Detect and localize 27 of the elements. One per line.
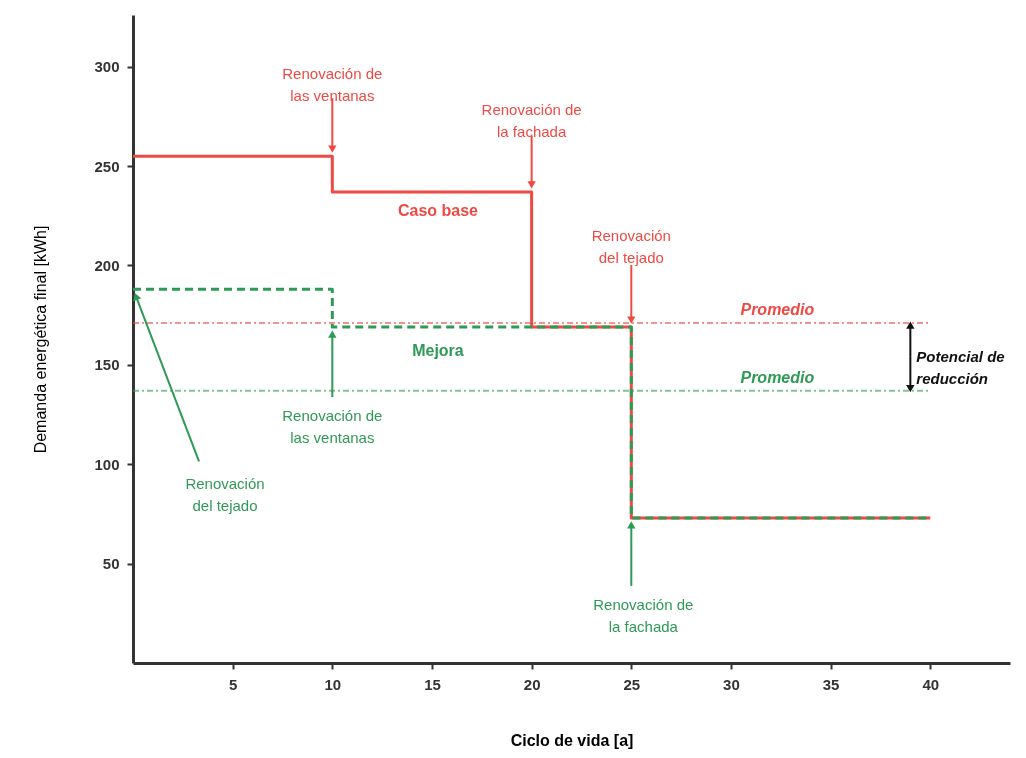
x-tick-label: 30 xyxy=(723,675,740,693)
x-tick-label: 20 xyxy=(523,675,541,693)
ref-line-label: Promedio xyxy=(740,368,815,386)
x-tick-label: 25 xyxy=(623,675,641,693)
series-label: Caso base xyxy=(397,201,479,219)
annotation: Renovación de la fachada xyxy=(593,595,694,635)
x-tick-label: 10 xyxy=(324,675,342,693)
x-tick-label: 35 xyxy=(822,675,840,693)
y-tick-label: 200 xyxy=(94,256,120,274)
annotation: Renovación de las ventanas xyxy=(282,407,383,447)
annotation: Renovación del tejado xyxy=(591,227,671,267)
annotation: Renovación de las ventanas xyxy=(282,65,383,105)
annotation: Renovación de la fachada xyxy=(481,100,582,140)
y-tick-label: 250 xyxy=(94,157,120,175)
ref-line-label: Promedio xyxy=(740,301,815,319)
x-tick-label: 40 xyxy=(922,675,940,693)
annotation: Renovación del tejado xyxy=(185,475,265,515)
x-axis-title: Ciclo de vida [a] xyxy=(510,731,634,749)
y-axis-title: Demanda energética final [kWh] xyxy=(32,225,50,454)
y-tick-label: 50 xyxy=(102,555,120,573)
x-tick-label: 5 xyxy=(228,675,238,693)
y-tick-label: 150 xyxy=(94,356,120,374)
annotation: Potencial de reducción xyxy=(916,347,1005,387)
y-tick-label: 100 xyxy=(94,455,120,473)
series-label: Mejora xyxy=(412,342,464,360)
x-tick-label: 15 xyxy=(424,675,441,693)
y-tick-label: 300 xyxy=(94,58,120,76)
